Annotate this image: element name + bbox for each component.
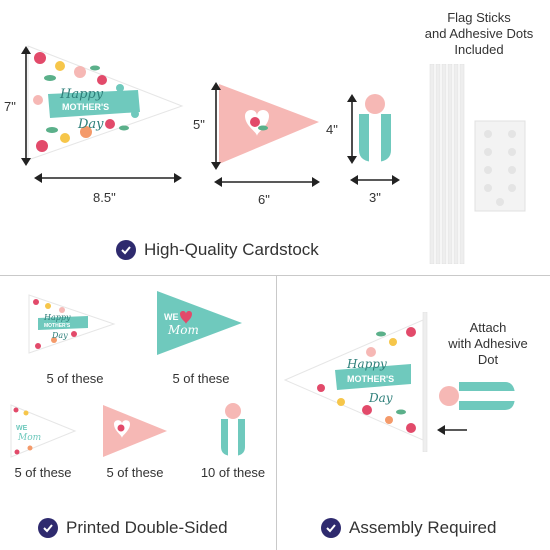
flag-sticks-title: Flag Sticks and Adhesive Dots Included — [424, 10, 534, 57]
day-text: Day — [77, 117, 104, 132]
assembled-topper — [439, 382, 515, 410]
horizontal-divider — [0, 275, 550, 276]
check-icon — [116, 240, 136, 260]
check-icon — [321, 518, 341, 538]
large-pennant: Happy MOTHER'S Day — [27, 45, 184, 161]
heart-icon — [180, 311, 192, 324]
topper-width-label: 3" — [369, 190, 381, 205]
svg-text:Happy: Happy — [346, 357, 387, 371]
large-width-arrow — [34, 173, 182, 183]
item-2-caption: 5 of these — [172, 371, 230, 386]
item-3-caption: 5 of these — [14, 465, 72, 480]
vertical-divider — [276, 276, 277, 550]
svg-text:Day: Day — [51, 331, 68, 340]
large-height-label: 7" — [4, 99, 16, 114]
svg-text:Day: Day — [368, 391, 393, 405]
topper-height-arrow — [347, 94, 357, 164]
svg-text:WE: WE — [164, 312, 179, 322]
item-4-caption: 5 of these — [106, 465, 164, 480]
medium-width-label: 6" — [258, 192, 270, 207]
medium-width-arrow — [214, 177, 320, 187]
svg-text:MOTHER'S: MOTHER'S — [347, 374, 394, 384]
medium-height-arrow — [211, 82, 221, 170]
feature-double-sided: Printed Double-Sided — [38, 518, 228, 538]
item-small-we-mom-pennant: WE Mom — [10, 404, 77, 458]
item-we-mom-pennant: WE Mom — [157, 291, 242, 355]
large-width-label: 8.5" — [93, 190, 116, 205]
flag-sticks — [429, 64, 465, 264]
adhesive-dots-sheet — [474, 120, 526, 212]
happy-text: Happy — [59, 87, 104, 102]
cake-topper — [359, 94, 391, 162]
item-cake-topper — [221, 403, 245, 456]
topper-height-label: 4" — [326, 122, 338, 137]
item-1-caption: 5 of these — [46, 371, 104, 386]
top-section: Happy MOTHER'S Day 7" 8.5" 5" 6" 4" — [0, 0, 550, 272]
feature-double-sided-label: Printed Double-Sided — [66, 518, 228, 537]
feature-cardstock: High-Quality Cardstock — [116, 240, 319, 260]
item-pink-heart-pennant — [103, 405, 167, 457]
large-height-arrow — [21, 46, 31, 166]
bottom-right-section: Happy MOTHER'S Day Attach with Adhesive … — [277, 276, 550, 550]
item-happy-mothers-pennant: Happy MOTHER'S Day — [28, 294, 116, 354]
bottom-left-section: Happy MOTHER'S Day 5 of these WE Mom 5 o… — [0, 276, 276, 550]
medium-pennant — [219, 84, 319, 164]
feature-assembly: Assembly Required — [321, 518, 496, 538]
svg-text:WE: WE — [16, 425, 28, 432]
svg-text:Mom: Mom — [17, 433, 41, 443]
svg-text:Mom: Mom — [167, 323, 199, 337]
feature-assembly-label: Assembly Required — [349, 518, 497, 537]
arrow-left-icon — [437, 425, 467, 435]
check-icon — [38, 518, 58, 538]
svg-text:Happy: Happy — [43, 313, 71, 322]
topper-width-arrow — [350, 175, 400, 185]
feature-cardstock-label: High-Quality Cardstock — [144, 240, 319, 259]
svg-text:MOTHER'S: MOTHER'S — [44, 323, 71, 329]
item-5-caption: 10 of these — [200, 465, 266, 480]
attach-label: Attach with Adhesive Dot — [448, 320, 528, 367]
medium-height-label: 5" — [193, 117, 205, 132]
mothers-text: MOTHER'S — [62, 102, 109, 112]
assembled-pennant: Happy MOTHER'S Day — [283, 312, 428, 452]
